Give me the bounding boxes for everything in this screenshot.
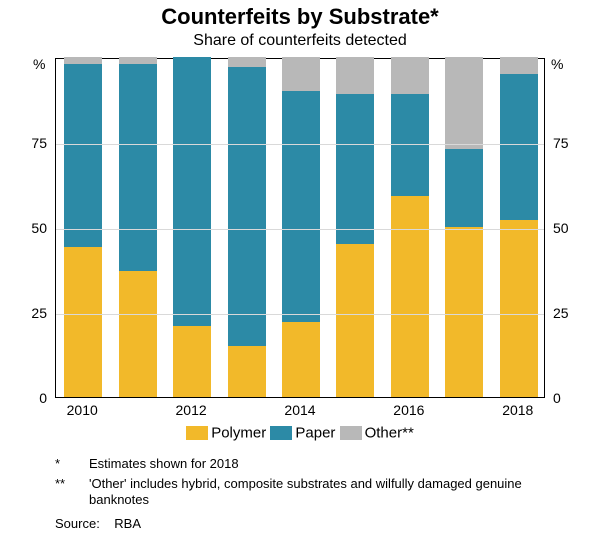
y-tick-left: 25	[0, 305, 47, 321]
seg-polymer	[64, 247, 102, 397]
footnote-text: 'Other' includes hybrid, composite subst…	[89, 476, 575, 509]
y-tick-right: 50	[553, 220, 569, 236]
footnote-symbol: **	[55, 476, 89, 492]
footnote: *Estimates shown for 2018	[55, 456, 575, 472]
footnote-symbol: *	[55, 456, 89, 472]
x-tick: 2012	[164, 402, 218, 418]
seg-polymer	[282, 322, 320, 397]
bar-2012	[173, 59, 211, 397]
seg-polymer	[119, 271, 157, 397]
gridline	[56, 314, 544, 315]
legend-item-paper: Paper	[270, 424, 335, 442]
chart-subtitle: Share of counterfeits detected	[0, 32, 600, 50]
seg-paper	[64, 64, 102, 248]
bar-2011	[119, 59, 157, 397]
y-tick-left: 75	[0, 135, 47, 151]
seg-paper	[282, 91, 320, 322]
seg-polymer	[445, 227, 483, 397]
legend-item-polymer: Polymer	[186, 424, 266, 442]
seg-paper	[500, 74, 538, 220]
seg-paper	[391, 94, 429, 196]
x-tick: 2018	[491, 402, 545, 418]
seg-paper	[173, 57, 211, 326]
bars-layer	[56, 59, 544, 397]
legend-swatch	[186, 426, 208, 440]
legend: Polymer Paper Other**	[0, 424, 600, 442]
footnote: **'Other' includes hybrid, composite sub…	[55, 476, 575, 509]
y-tick-left: 0	[0, 390, 47, 406]
footnote-text: Estimates shown for 2018	[89, 456, 575, 472]
bar-2017	[445, 59, 483, 397]
legend-swatch	[270, 426, 292, 440]
bar-2014	[282, 59, 320, 397]
seg-other	[500, 57, 538, 74]
y-unit-left: %	[33, 56, 45, 72]
source-line: Source: RBA	[55, 516, 141, 531]
y-tick-right: 75	[553, 135, 569, 151]
seg-polymer	[336, 244, 374, 397]
seg-other	[228, 57, 266, 67]
source-label: Source:	[55, 516, 100, 531]
chart-container: { "chart": { "type": "stacked-bar", "tit…	[0, 0, 600, 559]
x-tick: 2014	[273, 402, 327, 418]
y-unit-right: %	[551, 56, 563, 72]
plot-area	[55, 58, 545, 398]
bar-2010	[64, 59, 102, 397]
seg-other	[445, 57, 483, 149]
legend-label: Other**	[365, 425, 414, 442]
x-tick: 2016	[382, 402, 436, 418]
x-tick: 2010	[55, 402, 109, 418]
legend-swatch	[340, 426, 362, 440]
seg-polymer	[228, 346, 266, 397]
gridline	[56, 229, 544, 230]
source-value: RBA	[114, 516, 141, 531]
legend-item-other: Other**	[340, 424, 414, 442]
y-tick-right: 25	[553, 305, 569, 321]
seg-other	[391, 57, 429, 94]
seg-paper	[445, 149, 483, 227]
legend-label: Paper	[295, 425, 335, 442]
seg-polymer	[173, 326, 211, 397]
legend-label: Polymer	[211, 425, 266, 442]
bar-2015	[336, 59, 374, 397]
seg-polymer	[500, 220, 538, 397]
gridline	[56, 144, 544, 145]
seg-paper	[119, 64, 157, 271]
chart-title: Counterfeits by Substrate*	[0, 4, 600, 30]
seg-other	[282, 57, 320, 91]
seg-paper	[336, 94, 374, 244]
bar-2013	[228, 59, 266, 397]
seg-other	[119, 57, 157, 64]
seg-paper	[228, 67, 266, 346]
bar-2016	[391, 59, 429, 397]
seg-other	[64, 57, 102, 64]
bar-2018	[500, 59, 538, 397]
y-tick-right: 0	[553, 390, 561, 406]
seg-other	[336, 57, 374, 94]
seg-polymer	[391, 196, 429, 397]
y-tick-left: 50	[0, 220, 47, 236]
